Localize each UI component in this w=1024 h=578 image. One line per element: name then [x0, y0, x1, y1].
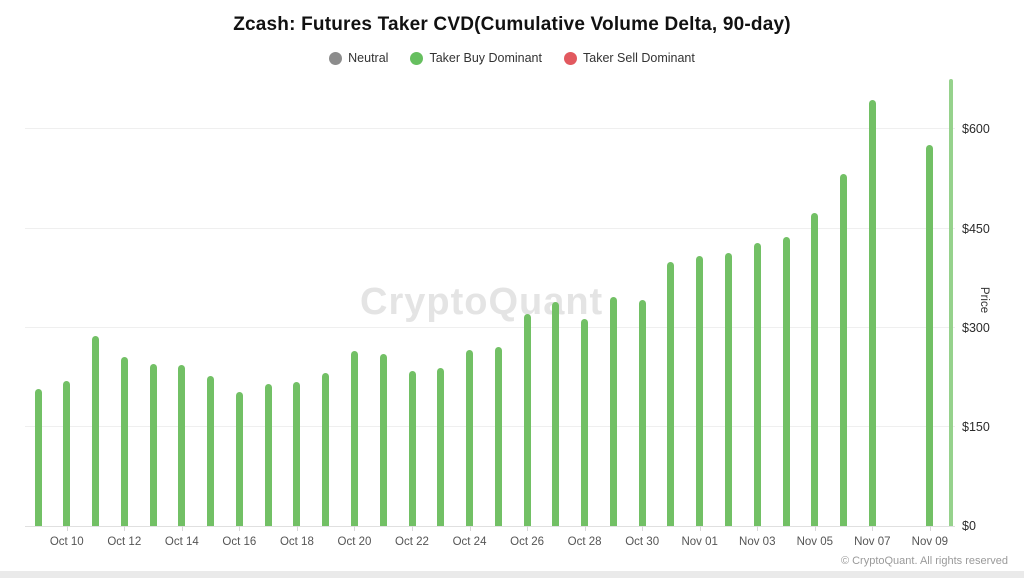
gridline-300: [25, 326, 955, 328]
cvd-bar-oct-11[interactable]: [92, 336, 100, 526]
x-tick-label-oct-10: Oct 10: [49, 536, 84, 548]
x-tick-mark: [296, 526, 298, 531]
x-tick-mark: [354, 526, 356, 531]
x-tick-label-nov-07: Nov 07: [854, 536, 891, 548]
footer-band: [0, 571, 1024, 578]
x-tick-mark: [527, 526, 529, 531]
cvd-bar-oct-22[interactable]: [408, 370, 416, 526]
y-tick-label-450: $450: [962, 221, 990, 236]
legend-label-taker-sell-dominant: Taker Sell Dominant: [583, 51, 695, 65]
taker-sell-dot-icon: [564, 51, 577, 65]
x-tick-mark: [642, 526, 644, 531]
x-tick-label-oct-30: Oct 30: [625, 536, 660, 548]
cvd-bar-nov-04[interactable]: [782, 236, 790, 526]
copyright-text: © CryptoQuant. All rights reserved: [840, 555, 1008, 567]
cvd-bar-nov-10[interactable]: [948, 79, 953, 526]
plot-area[interactable]: [25, 70, 955, 527]
x-tick-label-nov-03: Nov 03: [739, 536, 776, 548]
y-tick-label-600: $600: [962, 122, 990, 137]
cvd-bar-oct-30[interactable]: [638, 299, 646, 526]
y-tick-label-300: $300: [962, 320, 990, 335]
x-tick-mark: [239, 526, 241, 531]
x-axis-line: [25, 526, 955, 527]
cvd-bar-oct-26[interactable]: [523, 313, 531, 526]
cvd-bar-oct-10[interactable]: [63, 380, 71, 526]
cvd-bar-oct-12[interactable]: [120, 356, 128, 526]
cvd-bar-oct-19[interactable]: [322, 372, 330, 526]
cvd-bar-nov-03[interactable]: [753, 242, 761, 526]
x-tick-mark: [814, 526, 816, 531]
x-tick-label-oct-12: Oct 12: [107, 536, 142, 548]
cvd-bar-oct-16[interactable]: [235, 391, 243, 526]
cvd-bar-oct-14[interactable]: [178, 365, 186, 526]
legend-item-neutral[interactable]: Neutral: [329, 51, 388, 65]
legend-label-taker-buy-dominant: Taker Buy Dominant: [429, 51, 542, 65]
y-tick-label-0: $0: [962, 519, 976, 533]
gridline-150: [25, 425, 955, 427]
cvd-bar-nov-01[interactable]: [696, 255, 704, 526]
legend-item-taker-sell-dominant[interactable]: Taker Sell Dominant: [564, 51, 695, 65]
x-tick-mark: [699, 526, 701, 531]
cvd-bar-oct-13[interactable]: [149, 364, 157, 526]
cvd-bar-nov-02[interactable]: [724, 253, 732, 526]
x-tick-mark: [412, 526, 413, 531]
x-tick-mark: [584, 526, 586, 531]
x-tick-label-oct-28: Oct 28: [567, 536, 602, 548]
cvd-bar-oct-21[interactable]: [379, 354, 387, 526]
cvd-bar-nov-05[interactable]: [811, 212, 819, 526]
cvd-bar-oct-28[interactable]: [581, 319, 589, 526]
legend-label-neutral: Neutral: [348, 51, 389, 65]
x-tick-label-nov-01: Nov 01: [681, 536, 718, 548]
y-tick-label-150: $150: [962, 419, 990, 434]
x-tick-mark: [872, 526, 874, 531]
cvd-bar-nov-06[interactable]: [840, 174, 848, 526]
cvd-bar-oct-09[interactable]: [34, 388, 42, 526]
x-tick-mark: [929, 526, 931, 531]
x-tick-label-oct-22: Oct 22: [395, 536, 429, 548]
x-tick-label-oct-16: Oct 16: [222, 536, 257, 548]
x-tick-label-nov-05: Nov 05: [796, 536, 833, 548]
cvd-bar-nov-07[interactable]: [868, 100, 876, 526]
x-tick-label-oct-18: Oct 18: [279, 536, 314, 548]
gridline-450: [25, 227, 955, 229]
cvd-bar-oct-27[interactable]: [552, 301, 560, 526]
gridline-600: [25, 128, 955, 130]
x-tick-mark: [124, 526, 126, 531]
x-tick-mark: [181, 526, 183, 531]
cvd-bar-oct-25[interactable]: [494, 346, 502, 526]
cvd-bar-nov-09[interactable]: [926, 145, 934, 526]
x-tick-mark: [757, 526, 759, 531]
x-tick-mark: [66, 526, 68, 531]
x-tick-mark: [469, 526, 471, 531]
x-tick-label-oct-26: Oct 26: [510, 536, 545, 548]
y-axis-title: Price: [978, 286, 990, 314]
cvd-bar-oct-18[interactable]: [293, 381, 301, 526]
chart-title: Zcash: Futures Taker CVD(Cumulative Volu…: [233, 14, 791, 35]
x-tick-label-oct-24: Oct 24: [452, 536, 487, 548]
x-tick-label-nov-09: Nov 09: [911, 536, 949, 548]
cvd-bar-oct-20[interactable]: [350, 350, 358, 526]
cvd-bar-oct-29[interactable]: [609, 296, 617, 526]
cryptoquant-watermark: CryptoQuant: [360, 281, 604, 323]
x-tick-label-oct-20: Oct 20: [337, 536, 372, 548]
taker-buy-dot-icon: [410, 51, 424, 65]
x-tick-label-oct-14: Oct 14: [164, 536, 199, 548]
neutral-dot-icon: [329, 51, 343, 65]
cvd-bar-oct-17[interactable]: [264, 383, 272, 526]
cvd-bar-oct-24[interactable]: [466, 350, 474, 526]
cvd-bar-oct-31[interactable]: [667, 261, 675, 526]
cvd-bar-oct-23[interactable]: [437, 368, 445, 526]
legend-item-taker-buy-dominant[interactable]: Taker Buy Dominant: [410, 51, 542, 65]
chart-legend: Neutral Taker Buy Dominant Taker Sell Do…: [0, 49, 1024, 67]
cvd-bar-oct-15[interactable]: [207, 375, 215, 526]
